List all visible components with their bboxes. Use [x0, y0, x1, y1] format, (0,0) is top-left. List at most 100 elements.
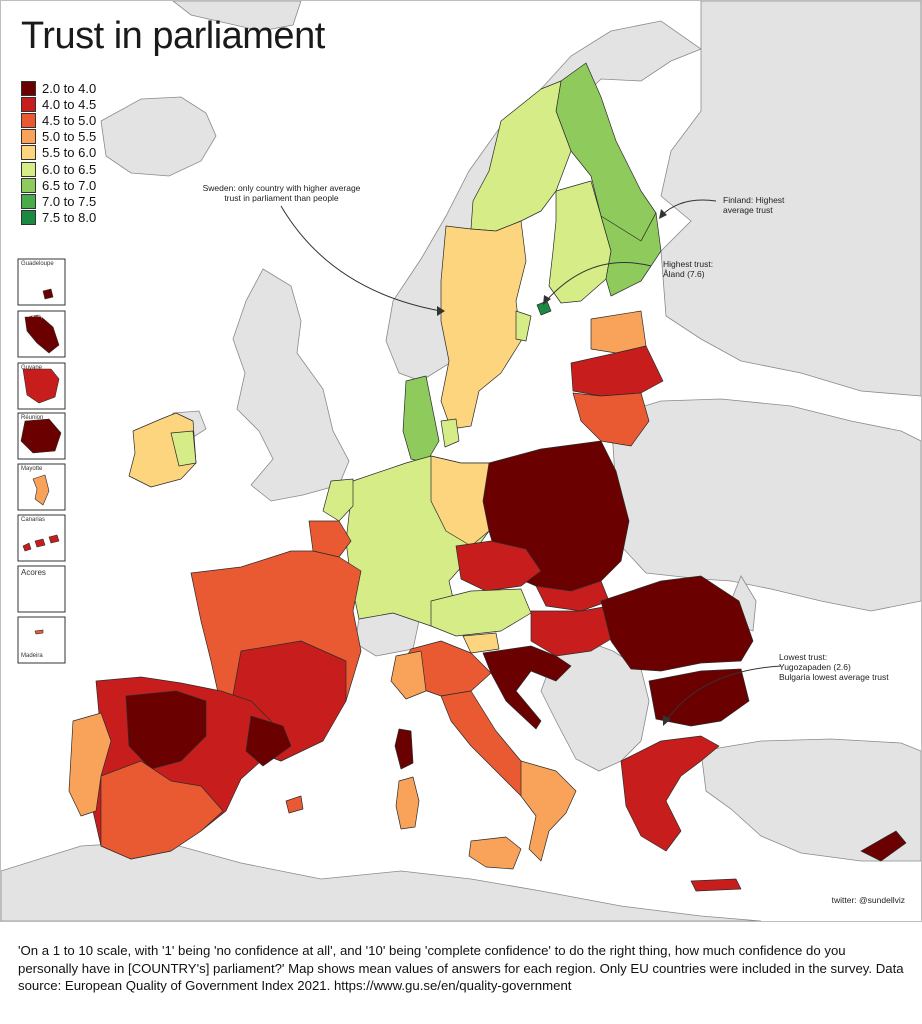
legend: 2.0 to 4.0 4.0 to 4.5 4.5 to 5.0 5.0 to …: [21, 80, 96, 226]
belgium: [308, 520, 352, 558]
inset-label-martinique: Martinique: [21, 313, 50, 319]
czechia: [455, 540, 542, 592]
inset-acores-box: [17, 565, 66, 613]
greece: [620, 735, 720, 852]
portugal: [68, 712, 112, 817]
estonia: [590, 310, 647, 354]
legend-item: 6.0 to 6.5: [21, 161, 96, 177]
legend-swatch: [21, 129, 36, 145]
inset-label-reunion: Réunion: [21, 415, 44, 421]
belarus-ukraine: [610, 398, 921, 612]
legend-item: 5.5 to 6.0: [21, 145, 96, 161]
finland-west: [548, 180, 612, 304]
legend-item: 4.5 to 5.0: [21, 112, 96, 128]
bulgaria-arrow: [665, 665, 782, 722]
aland-annotation: Highest trust: Åland (7.6): [663, 259, 714, 279]
guyane-shape: [22, 368, 60, 404]
legend-label: 7.5 to 8.0: [42, 210, 97, 226]
balearic: [285, 795, 304, 814]
inset-label-madeira: Madeira: [21, 653, 43, 659]
legend-label: 5.5 to 6.0: [42, 145, 97, 161]
choropleth-map: [1, 1, 921, 921]
legend-swatch: [21, 80, 36, 96]
legend-item: 4.0 to 4.5: [21, 96, 96, 112]
guadeloupe-shape: [42, 288, 54, 300]
inset-madeira-box: [17, 616, 66, 664]
italy-south: [520, 760, 577, 862]
sweden-annotation: Sweden: only country with higher average…: [202, 183, 361, 203]
legend-swatch: [21, 210, 36, 226]
bulgaria-annotation: Lowest trust: Yugozapaden (2.6) Bulgaria…: [779, 652, 919, 682]
romania: [600, 575, 754, 672]
spain-castilla: [125, 690, 207, 770]
canarias-shape: [22, 534, 60, 552]
legend-item: 2.0 to 4.0: [21, 80, 96, 96]
legend-label: 7.0 to 7.5: [42, 193, 97, 209]
finland-east: [600, 212, 662, 297]
italy-piemonte: [390, 650, 427, 700]
hungary: [530, 605, 617, 657]
slovenia: [462, 632, 500, 654]
mayotte-shape: [32, 474, 50, 506]
iceland: [100, 96, 217, 177]
inset-label-mayotte: Mayotte: [21, 466, 43, 472]
legend-item: 6.5 to 7.0: [21, 177, 96, 193]
turkey: [700, 738, 921, 862]
corsica: [394, 728, 414, 770]
sweden-arrow-head: [437, 306, 445, 316]
arrow-heads: [437, 209, 671, 726]
bulgaria: [648, 668, 750, 727]
sweden-arrow: [280, 205, 442, 312]
great-britain: [232, 268, 350, 502]
martinique-shape: [24, 314, 60, 354]
north-africa: [1, 840, 762, 921]
denmark: [402, 375, 440, 464]
legend-item: 5.0 to 5.5: [21, 129, 96, 145]
page-title: Trust in parliament: [21, 15, 325, 57]
aland-arrow-head: [543, 295, 551, 305]
legend-item: 7.5 to 8.0: [21, 210, 96, 226]
legend-label: 6.5 to 7.0: [42, 177, 97, 193]
legend-swatch: [21, 193, 36, 209]
aland-arrow: [545, 262, 652, 302]
sicily: [468, 836, 522, 870]
switzerland: [354, 612, 420, 657]
austria: [430, 588, 532, 637]
madeira-shape: [34, 629, 44, 635]
caption: 'On a 1 to 10 scale, with '1' being 'no …: [18, 943, 904, 993]
legend-swatch: [21, 112, 36, 128]
balkans: [540, 640, 650, 772]
inset-guadeloupe-box: [17, 258, 66, 306]
crete: [690, 878, 742, 892]
spain-south: [100, 760, 224, 860]
legend-label: 4.5 to 5.0: [42, 112, 97, 128]
inset-label-guadeloupe: Guadeloupe: [21, 261, 54, 267]
latvia: [570, 345, 664, 397]
legend-label: 4.0 to 4.5: [42, 96, 97, 112]
greenland-edge: [172, 1, 302, 32]
legend-swatch: [21, 96, 36, 112]
sweden-south: [440, 220, 527, 430]
bulgaria-arrow-head: [663, 715, 671, 726]
legend-swatch: [21, 177, 36, 193]
germany-east: [430, 455, 490, 547]
legend-item: 7.0 to 7.5: [21, 193, 96, 209]
non-eu-land: [1, 1, 921, 921]
inset-shapes: [20, 288, 62, 635]
sweden-north: [470, 80, 572, 232]
ireland-east: [170, 430, 197, 467]
inset-label-guyane: Guyane: [21, 365, 43, 371]
finland-annotation: Finland: Highest average trust: [723, 195, 785, 215]
inset-label-canarias: Canarias: [21, 517, 46, 523]
credit: twitter: @sundellviz: [831, 895, 905, 905]
finland-arrow-head: [659, 209, 667, 219]
ireland: [128, 412, 197, 488]
sardinia: [395, 776, 420, 830]
catalonia: [245, 715, 292, 767]
legend-label: 6.0 to 6.5: [42, 161, 97, 177]
netherlands: [322, 478, 354, 522]
legend-label: 5.0 to 5.5: [42, 129, 97, 145]
russia-north: [660, 1, 921, 397]
eu-regions: [68, 62, 907, 892]
lithuania: [572, 392, 650, 447]
